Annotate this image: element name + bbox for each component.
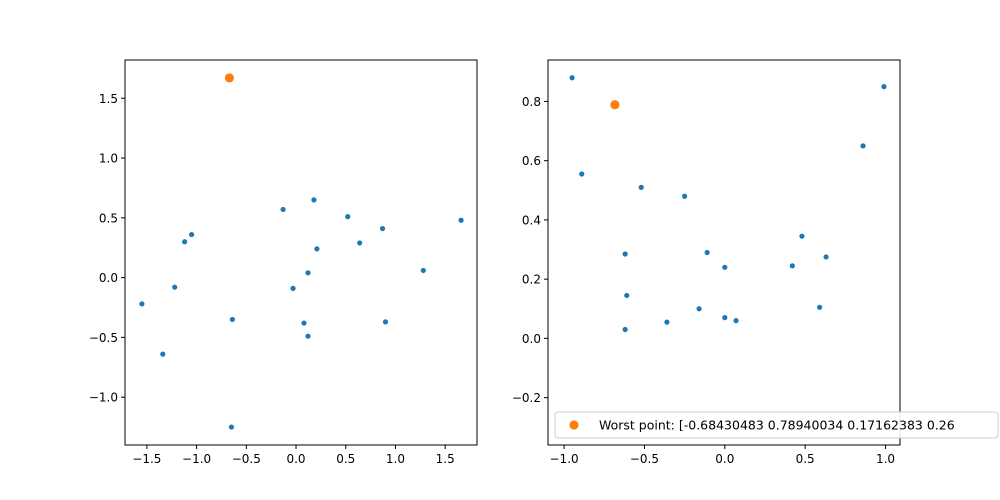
- right-scatter-plot: −1.0 −0.5 0.0 0.5 1.0 −0.2 0.0 0.2 0.4 0.6 0.8: [512, 59, 901, 466]
- x-tick-label: −1.0: [182, 452, 211, 466]
- data-point: [305, 333, 311, 339]
- data-point: [722, 264, 728, 270]
- worst-point-marker: [610, 100, 620, 110]
- data-point: [799, 233, 805, 239]
- data-point: [733, 318, 739, 324]
- y-tick-label: 1.0: [99, 152, 118, 166]
- y-tick-label: −0.5: [89, 331, 118, 345]
- data-point: [311, 197, 317, 203]
- data-point: [305, 270, 311, 276]
- data-point: [622, 251, 628, 257]
- data-point: [280, 206, 286, 213]
- data-point: [881, 84, 887, 90]
- x-tick-label: 1.0: [386, 452, 405, 466]
- y-tick-label: 0.6: [522, 154, 541, 168]
- y-tick-label: −1.0: [89, 391, 118, 405]
- worst-point-marker: [224, 73, 235, 83]
- legend-marker: [569, 420, 579, 430]
- legend: Worst point: [-0.68430483 0.78940034 0.1…: [554, 411, 999, 439]
- data-point: [458, 217, 464, 223]
- x-tick-label: −1.5: [132, 452, 161, 466]
- y-tick-label: 0.0: [99, 271, 118, 285]
- x-tick-label: 0.5: [336, 452, 355, 466]
- axes-frame: [547, 59, 901, 446]
- data-point: [420, 267, 426, 274]
- data-point: [569, 75, 575, 81]
- legend-label: Worst point: [-0.68430483 0.78940034 0.1…: [599, 418, 955, 433]
- x-tick-label: 0.0: [715, 452, 734, 466]
- data-point: [704, 249, 710, 256]
- y-tick-label: 0.2: [522, 273, 541, 287]
- legend-box: [554, 411, 999, 439]
- data-point: [139, 301, 145, 307]
- left-scatter-plot: −1.5 −1.0 −0.5 0.0 0.5 1.0 1.5 −1.0 −0.5 0.0 0.5 1.…: [89, 59, 478, 466]
- x-tick-label: 0.0: [286, 452, 305, 466]
- y-tick-label: 0.4: [522, 213, 541, 227]
- data-point: [345, 214, 351, 220]
- data-point: [823, 254, 829, 260]
- data-point: [817, 304, 823, 310]
- x-tick-label: 0.5: [796, 452, 815, 466]
- data-point: [789, 263, 795, 269]
- x-tick-label: −0.5: [630, 452, 659, 466]
- data-point: [682, 193, 688, 199]
- x-tick-label: 1.5: [436, 452, 455, 466]
- y-tick-label: 1.5: [99, 92, 118, 106]
- y-tick-label: 0.5: [99, 211, 118, 225]
- data-point: [696, 306, 702, 312]
- data-point: [722, 315, 728, 321]
- data-point: [622, 326, 628, 333]
- y-tick-label: −0.2: [512, 391, 541, 405]
- y-tick-label: 0.0: [522, 332, 541, 346]
- x-tick-label: 1.0: [876, 452, 895, 466]
- data-point: [172, 284, 178, 290]
- data-point: [579, 171, 585, 177]
- data-point: [314, 246, 320, 252]
- data-point: [160, 351, 166, 357]
- data-point: [638, 184, 644, 190]
- data-point: [860, 143, 866, 149]
- data-point: [357, 240, 363, 246]
- data-point: [379, 225, 386, 232]
- x-tick-label: −0.5: [232, 452, 261, 466]
- axes-frame: [124, 59, 478, 446]
- data-point: [301, 320, 307, 326]
- data-point: [182, 239, 188, 245]
- y-tick-label: 0.8: [522, 95, 541, 109]
- data-point: [382, 319, 389, 325]
- data-point: [290, 285, 296, 291]
- data-point: [228, 424, 234, 430]
- x-tick-label: −1.0: [550, 452, 579, 466]
- data-point: [664, 319, 670, 325]
- data-point: [624, 292, 630, 299]
- data-point: [189, 231, 195, 238]
- data-point: [229, 316, 235, 323]
